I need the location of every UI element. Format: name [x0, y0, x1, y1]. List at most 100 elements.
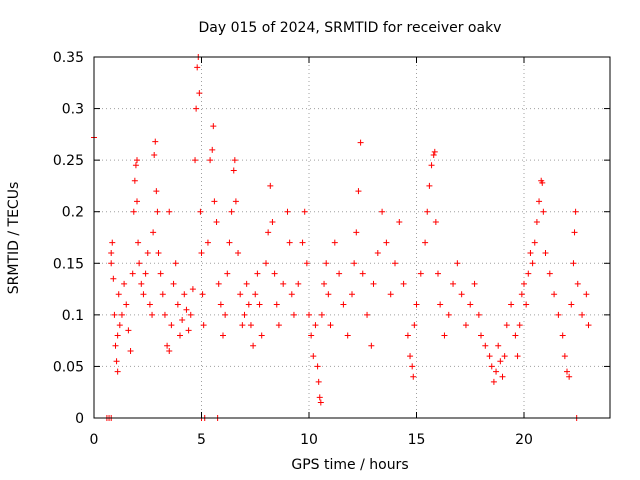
data-point — [555, 311, 562, 318]
data-point — [247, 322, 254, 329]
data-point — [471, 280, 478, 287]
data-point — [410, 373, 417, 380]
data-point — [198, 249, 205, 256]
data-point — [497, 358, 504, 365]
data-point — [488, 363, 495, 370]
data-point — [521, 280, 527, 287]
data-point — [157, 270, 164, 277]
data-point — [134, 198, 140, 205]
data-point — [108, 249, 115, 256]
data-point — [349, 291, 355, 298]
data-point — [250, 342, 257, 349]
data-point — [321, 280, 328, 287]
data-point — [177, 332, 183, 339]
data-point — [187, 311, 194, 318]
data-point — [400, 280, 407, 287]
data-point — [290, 311, 297, 318]
data-point — [110, 275, 117, 282]
y-tick-label: 0.25 — [53, 153, 84, 169]
data-point — [204, 239, 211, 246]
data-point — [181, 291, 188, 298]
data-point — [351, 260, 358, 267]
data-point — [134, 157, 140, 164]
plot-frame — [93, 56, 611, 419]
data-point — [353, 229, 360, 236]
data-point — [344, 332, 351, 339]
data-point — [411, 322, 418, 329]
data-point — [222, 311, 229, 318]
data-point — [116, 322, 123, 329]
data-point — [357, 139, 364, 146]
data-point — [153, 188, 160, 195]
data-point — [241, 311, 248, 318]
data-point — [115, 291, 122, 298]
data-point — [228, 208, 235, 215]
x-tick-label: 15 — [408, 432, 426, 448]
data-point — [199, 291, 206, 298]
data-point — [226, 239, 233, 246]
data-point — [572, 208, 579, 215]
data-point — [155, 249, 162, 256]
data-point — [232, 198, 239, 205]
data-point — [413, 301, 420, 308]
data-point — [310, 353, 317, 360]
data-point — [263, 260, 269, 267]
data-point — [467, 301, 474, 308]
data-point — [323, 260, 330, 267]
data-point — [207, 157, 214, 164]
data-point — [243, 280, 250, 287]
data-point — [392, 260, 398, 267]
data-point — [426, 182, 433, 189]
data-point — [150, 229, 157, 236]
data-point — [132, 162, 139, 169]
data-point — [138, 280, 145, 287]
data-point — [123, 301, 130, 308]
data-point — [121, 280, 128, 287]
data-point — [151, 151, 158, 158]
data-point — [146, 301, 153, 308]
data-point — [516, 322, 523, 329]
data-point — [370, 280, 377, 287]
data-point — [561, 353, 568, 360]
data-point — [254, 270, 261, 277]
data-point — [179, 317, 186, 324]
data-point — [499, 373, 506, 380]
x-tick-label: 10 — [300, 432, 318, 448]
data-point — [450, 280, 457, 287]
data-point — [340, 301, 347, 308]
data-point — [231, 157, 238, 164]
data-point — [540, 208, 547, 215]
data-point — [168, 322, 175, 329]
data-point — [407, 353, 414, 360]
data-point — [192, 157, 199, 164]
data-point — [159, 291, 166, 298]
x-tick-label: 5 — [197, 432, 206, 448]
data-point — [144, 249, 151, 256]
data-point — [437, 301, 444, 308]
data-point — [269, 219, 276, 226]
data-point — [495, 342, 502, 349]
data-point — [239, 322, 246, 329]
data-point — [542, 249, 549, 256]
y-tick-label: 0.15 — [53, 256, 84, 272]
data-point — [445, 311, 452, 318]
data-point — [368, 342, 375, 349]
data-point — [166, 347, 173, 354]
data-point — [200, 322, 207, 329]
data-point — [237, 291, 244, 298]
data-point — [336, 270, 343, 277]
data-point — [503, 322, 510, 329]
data-point — [209, 146, 216, 153]
data-point — [525, 270, 532, 277]
data-point — [306, 311, 312, 318]
data-point — [109, 239, 116, 246]
data-point — [288, 291, 295, 298]
data-point — [331, 239, 338, 246]
data-point — [583, 291, 590, 298]
data-point — [114, 332, 121, 339]
data-point — [374, 249, 381, 256]
y-tick-label: 0 — [75, 411, 84, 427]
data-point — [213, 219, 220, 226]
data-point — [317, 399, 324, 406]
data-point — [149, 311, 156, 318]
